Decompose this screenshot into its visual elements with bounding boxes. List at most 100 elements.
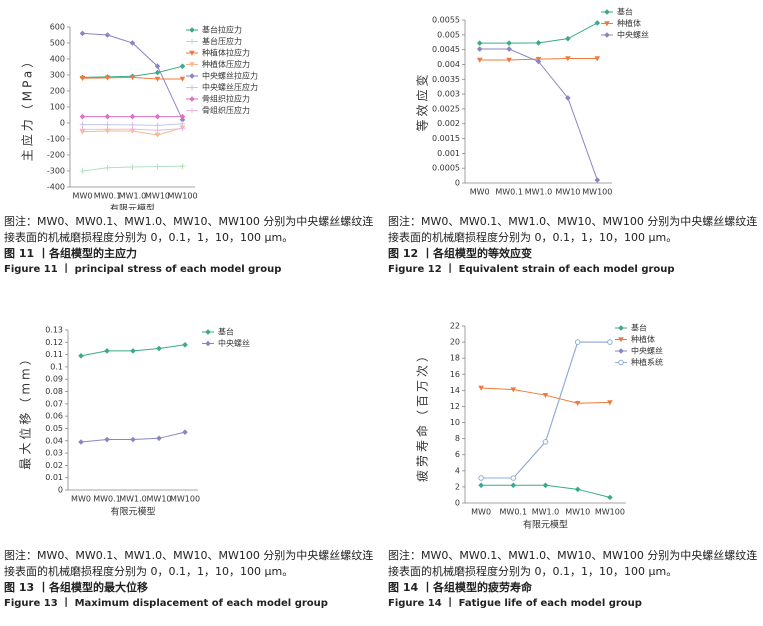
y-tick-label: 0.08 [45, 387, 63, 396]
y-tick-label: 100 [50, 103, 65, 112]
y-axis-label: 疲劳寿命（百万次） [415, 347, 430, 482]
data-point [154, 69, 161, 76]
y-tick-label: 12 [450, 402, 460, 411]
legend-label: 基台拉应力 [202, 25, 242, 35]
y-tick-label: 200 [50, 87, 65, 96]
y-tick-label: 20 [450, 338, 460, 347]
caption-title: 图 14 丨各组模型的疲劳寿命 [388, 581, 532, 594]
y-tick-label: 400 [50, 55, 65, 64]
y-tick-label: 0.004 [437, 60, 460, 69]
caption-note: 图注：MW0、MW0.1、MW1.0、MW10、MW100 分别为中央螺丝螺纹连… [388, 549, 758, 578]
data-point [476, 57, 483, 63]
y-tick-label: 2 [455, 482, 460, 491]
legend-label: 基台 [218, 327, 234, 337]
caption: 图注：MW0、MW0.1、MW1.0、MW10、MW100 分别为中央螺丝螺纹连… [4, 548, 376, 612]
data-point [594, 177, 601, 183]
data-point [510, 387, 517, 393]
data-point [506, 40, 512, 46]
y-axis-label: 主应力（MPa） [20, 53, 35, 161]
legend-marker [618, 359, 624, 366]
data-point [104, 348, 110, 354]
y-tick-label: 0 [60, 119, 65, 128]
y-axis-label: 等效应变 [415, 71, 430, 131]
x-tick-label: MW100 [582, 188, 612, 197]
y-tick-label: 0.07 [45, 399, 63, 408]
data-point [104, 75, 111, 81]
y-tick-label: 0 [455, 179, 460, 188]
series-line [481, 341, 610, 479]
y-tick-label: 0.002 [437, 119, 460, 128]
legend-label: 骨组织压应力 [202, 105, 250, 115]
data-point [565, 95, 571, 101]
x-axis-label: 有限元模型 [110, 203, 155, 211]
data-point [154, 127, 161, 133]
data-point [104, 113, 111, 120]
data-point [79, 30, 86, 37]
y-tick-label: 0.0025 [432, 104, 460, 113]
y-tick-label: 0.05 [45, 424, 63, 433]
data-point [129, 75, 136, 81]
x-tick-label: MW0 [470, 188, 490, 197]
x-tick-label: MW0.1 [93, 495, 121, 504]
data-point [179, 121, 186, 127]
legend-label: 中央螺丝 [218, 338, 250, 348]
data-point [478, 482, 484, 489]
data-point [179, 125, 186, 132]
y-tick-label: 0.13 [45, 326, 63, 335]
y-tick-label: -100 [47, 135, 65, 144]
caption: 图注：MW0、MW0.1、MW1.0、MW10、MW100 分别为中央螺丝螺纹连… [388, 214, 760, 278]
legend-label: 中央螺丝拉应力 [202, 71, 258, 81]
y-tick-label: 500 [50, 39, 65, 48]
y-tick-label: 14 [450, 386, 460, 395]
caption-title: 图 11 丨各组模型的主应力 [4, 247, 137, 260]
legend-marker [604, 9, 610, 15]
data-point [506, 57, 512, 63]
data-point [478, 475, 484, 481]
data-point [104, 121, 111, 128]
y-tick-label: 0.0005 [432, 164, 460, 173]
y-tick-label: 16 [450, 370, 460, 379]
data-point [476, 46, 483, 52]
chart: 0 0.0005 0.001 0.0015 0.002 0.0025 0.003 0.0035… [415, 7, 650, 197]
legend-label: 中央螺丝压应力 [202, 82, 258, 92]
data-point [78, 439, 84, 445]
data-point [594, 20, 601, 26]
data-point [574, 400, 581, 407]
y-tick-label: 4 [455, 466, 460, 475]
data-point [154, 63, 161, 69]
data-point [79, 75, 86, 81]
data-point [535, 40, 542, 46]
data-point [179, 117, 186, 123]
legend-label: 骨组织拉应力 [202, 94, 250, 104]
legend-label: 基台 [631, 323, 647, 333]
data-point [478, 385, 484, 391]
data-point [154, 113, 161, 120]
y-tick-label: 8 [455, 434, 460, 443]
data-point [79, 113, 86, 120]
caption-title-en: Figure 13 丨 Maximum displacement of each… [4, 598, 328, 609]
legend-label: 中央螺丝 [617, 30, 649, 40]
data-point [129, 164, 136, 170]
caption-note: 图注：MW0、MW0.1、MW1.0、MW10、MW100 分别为中央螺丝螺纹连… [4, 215, 374, 244]
data-point [565, 56, 571, 62]
data-point [506, 46, 512, 52]
data-point [154, 132, 161, 138]
caption: 图注：MW0、MW0.1、MW1.0、MW10、MW100 分别为中央螺丝螺纹连… [4, 214, 376, 278]
series-line [481, 341, 610, 479]
y-tick-label: 0 [58, 486, 63, 495]
data-point [574, 486, 581, 493]
data-point [79, 121, 86, 128]
data-point [104, 436, 110, 443]
y-tick-label: 0.03 [45, 449, 63, 458]
legend-label: 种植系统 [631, 357, 663, 367]
x-tick-label: MW100 [595, 508, 625, 517]
y-tick-label: 0.09 [45, 375, 63, 384]
y-tick-label: 0.1 [50, 362, 63, 371]
data-point [594, 56, 601, 62]
data-point [607, 400, 613, 406]
x-tick-label: MW1.0 [119, 192, 147, 201]
x-tick-label: MW1.0 [532, 508, 560, 517]
legend-label: 基台压应力 [202, 36, 242, 46]
y-tick-label: 300 [50, 71, 65, 80]
y-tick-label: 0.0045 [432, 45, 460, 54]
